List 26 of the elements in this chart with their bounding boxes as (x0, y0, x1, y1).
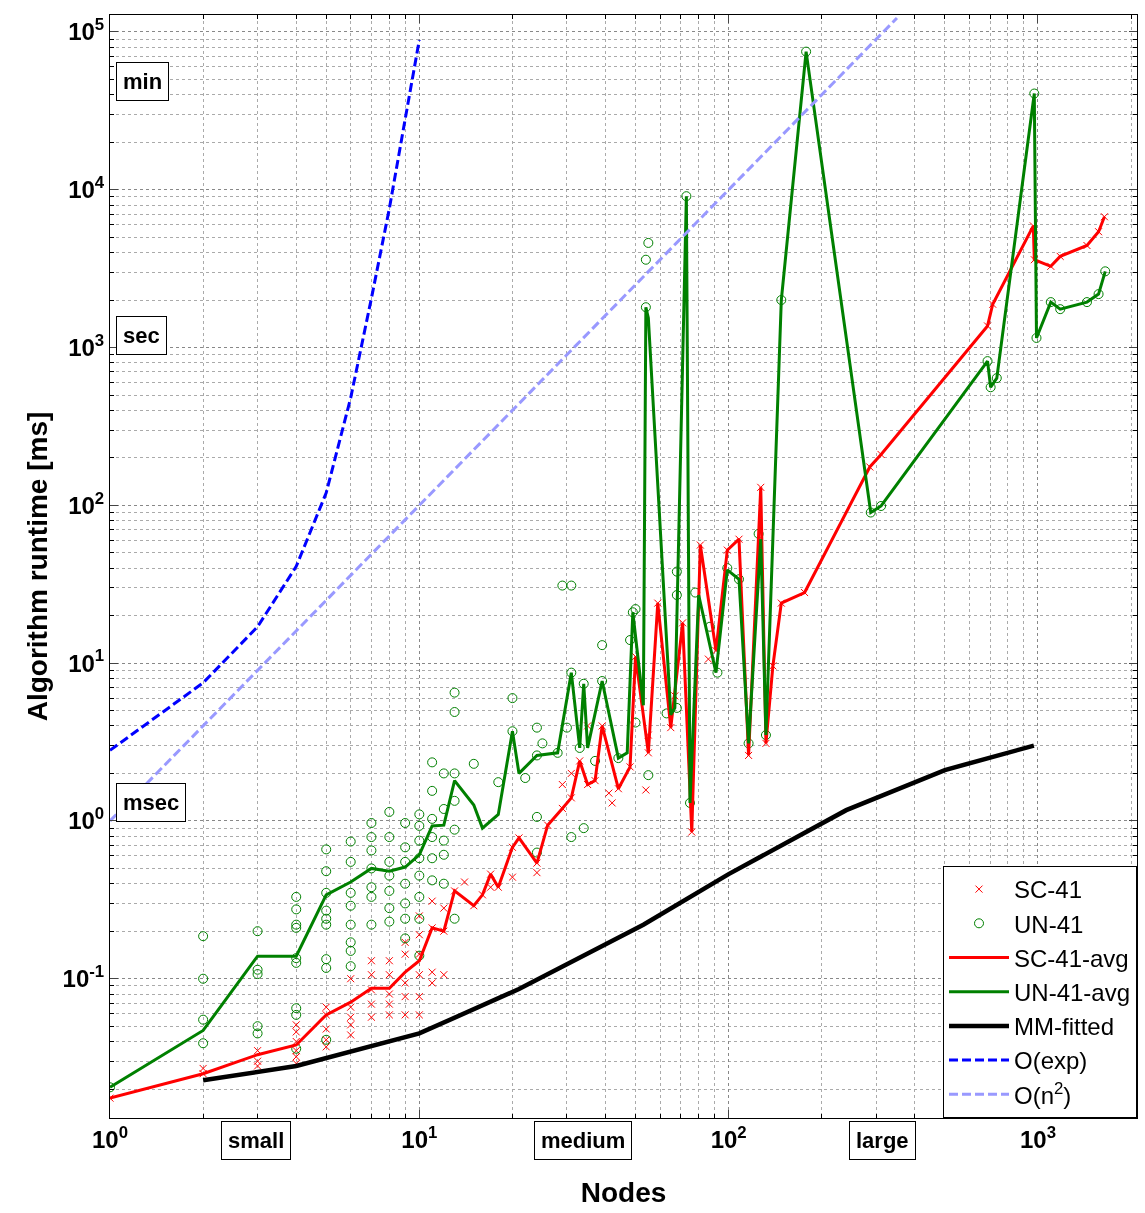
legend-label: SC-41 (1014, 876, 1083, 904)
legend-label: O(n$^{2}$) (1014, 1078, 1072, 1109)
y-tick-label: 10$^{1}$ (68, 646, 105, 677)
x-tick-label: 10$^{3}$ (1019, 1122, 1056, 1153)
legend-label: UN-41 (1014, 910, 1084, 938)
legend-label: SC-41-avg (1014, 944, 1129, 972)
y-tick-label: 10$^{-1}$ (62, 962, 105, 993)
annotation: min (123, 69, 163, 94)
y-tick-label: 10$^{2}$ (68, 488, 105, 519)
x-tick-label: 10$^{2}$ (710, 1122, 747, 1153)
y-tick-label: 10$^{0}$ (68, 804, 105, 835)
text: small (228, 1128, 285, 1153)
legend-label: O(exp) (1014, 1047, 1088, 1075)
x-tick-label: 10$^{0}$ (91, 1122, 129, 1153)
annotation: msec (123, 790, 180, 815)
text: large (856, 1128, 909, 1153)
y-axis-title: Algorithm runtime [ms] (22, 411, 54, 722)
x-tick-label: 10$^{1}$ (401, 1122, 438, 1153)
legend-label: UN-41-avg (1014, 979, 1131, 1007)
x-axis-title: Nodes (580, 1176, 667, 1208)
y-tick-label: 10$^{4}$ (68, 173, 105, 204)
y-tick-label: 10$^{5}$ (68, 15, 105, 46)
text: medium (541, 1128, 626, 1153)
y-tick-label: 10$^{3}$ (68, 330, 105, 361)
legend-label: MM-fitted (1014, 1013, 1115, 1041)
annotation: sec (123, 323, 160, 348)
